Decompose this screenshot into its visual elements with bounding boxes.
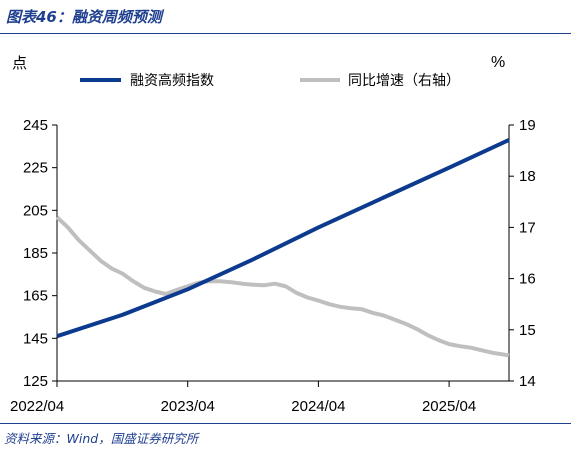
legend-label-secondary: 同比增速（右轴）	[348, 73, 460, 89]
right-unit-label: %	[491, 54, 505, 71]
left-tick-label: 125	[23, 373, 48, 390]
x-tick-label: 2025/04	[422, 398, 476, 415]
legend: 融资高频指数 同比增速（右轴）	[80, 72, 460, 89]
x-tick-label: 2022/04	[10, 398, 64, 415]
legend-label-primary: 融资高频指数	[130, 72, 214, 89]
left-tick-label: 205	[23, 202, 48, 219]
right-tick-label: 14	[519, 373, 536, 390]
title-divider	[0, 33, 571, 34]
left-tick-label: 225	[23, 160, 48, 177]
right-tick-label: 18	[519, 168, 536, 185]
right-tick-label: 15	[519, 322, 536, 339]
plot-area	[55, 138, 510, 358]
left-tick-label: 165	[23, 288, 48, 305]
left-tick-label: 185	[23, 245, 48, 262]
right-tick-label: 19	[519, 117, 536, 134]
left-unit-label: 点	[12, 54, 27, 72]
series-line-financing-index	[56, 138, 510, 339]
left-tick-label: 145	[23, 330, 48, 347]
source-note: 资料来源：Wind，国盛证券研究所	[4, 431, 199, 446]
left-tick-label: 245	[23, 117, 48, 134]
series-line-yoy-growth	[55, 215, 510, 358]
axes: 125 145 165 185 205 225 245 14 15 16 17 18 19 2022/04…	[10, 117, 536, 415]
x-tick-label: 2024/04	[291, 398, 345, 415]
footer-divider	[0, 423, 571, 424]
x-tick-label: 2023/04	[161, 398, 215, 415]
chart-canvas: 点 % 融资高频指数 同比增速（右轴） 125 145 165 185 205 225 24…	[10, 54, 536, 415]
right-tick-label: 16	[519, 271, 536, 288]
figure-title: 图表46：融资周频预测	[6, 8, 162, 26]
right-tick-label: 17	[519, 219, 536, 236]
